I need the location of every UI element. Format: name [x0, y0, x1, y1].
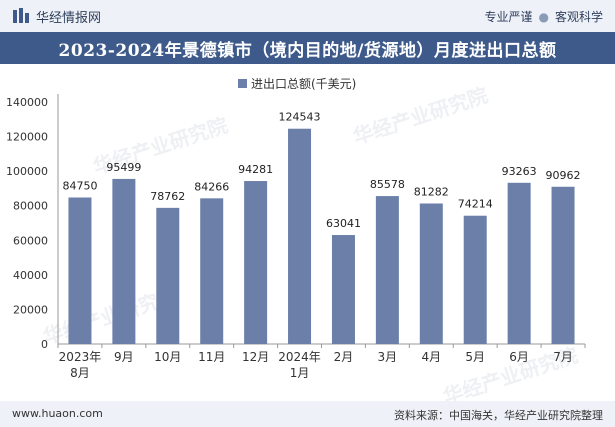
- bar: [463, 215, 487, 344]
- data-label: 84266: [194, 180, 229, 193]
- x-tick-label: 2023年 8月: [59, 350, 102, 380]
- top-bar: 华经情报网 专业严谨 ● 客观科学: [0, 0, 615, 32]
- data-label: 81282: [414, 185, 449, 198]
- x-tick-label: 11月: [198, 350, 225, 364]
- tagline: 专业严谨 ● 客观科学: [484, 8, 603, 25]
- y-tick-label: 60000: [13, 234, 48, 247]
- x-tick-label: 2月: [334, 350, 354, 364]
- x-tick-label: 7月: [553, 350, 573, 364]
- bar: [551, 186, 575, 344]
- y-tick-label: 80000: [13, 200, 48, 213]
- bar: [331, 235, 355, 344]
- data-label: 90962: [546, 169, 581, 182]
- x-tick-label: 4月: [421, 350, 441, 364]
- footer-source: 资料来源：中国海关，华经产业研究院整理: [394, 409, 603, 422]
- bar-chart: 进出口总额(千美元) 0 20000 40000 60000 80000 100000 120…: [6, 77, 586, 380]
- y-tick-label: 100000: [6, 165, 48, 178]
- bar: [200, 198, 224, 344]
- data-label: 84750: [62, 180, 97, 193]
- huajing-logo-icon: [13, 8, 29, 23]
- brand-name: 华经情报网: [36, 10, 102, 26]
- tagline-objective: 客观科学: [554, 10, 603, 24]
- y-tick-label: 20000: [13, 303, 48, 316]
- tagline-professional: 专业严谨: [484, 10, 533, 24]
- data-label: 63041: [326, 217, 361, 230]
- footer: www.huaon.com 资料来源：中国海关，华经产业研究院整理: [0, 401, 615, 427]
- y-tick-label: 120000: [6, 131, 48, 144]
- data-label: 78762: [150, 190, 185, 203]
- data-label: 124543: [279, 111, 321, 124]
- x-tick-label: 2024年 1月: [278, 350, 321, 380]
- x-tick-label: 6月: [509, 350, 529, 364]
- x-tick-label: 10月: [154, 350, 181, 364]
- legend-swatch: [238, 79, 247, 88]
- data-label: 95499: [106, 161, 141, 174]
- x-tick-label: 5月: [465, 350, 485, 364]
- x-tick-label: 12月: [242, 350, 269, 364]
- bar: [68, 197, 92, 344]
- bar: [375, 196, 399, 344]
- y-tick-label: 40000: [13, 269, 48, 282]
- bar: [507, 182, 531, 344]
- brand: 华经情报网: [12, 7, 102, 26]
- bar: [112, 178, 136, 344]
- bar: [156, 207, 180, 344]
- x-tick-label: 9月: [114, 350, 134, 364]
- data-label: 74214: [458, 198, 493, 211]
- y-tick-label: 140000: [6, 96, 48, 109]
- tagline-separator: ●: [538, 9, 549, 24]
- bar: [244, 181, 268, 344]
- y-tick-label: 0: [41, 338, 48, 351]
- data-label: 94281: [238, 163, 273, 176]
- bar: [419, 203, 443, 344]
- data-label: 93263: [502, 165, 537, 178]
- footer-site-link[interactable]: www.huaon.com: [12, 407, 103, 420]
- x-tick-label: 3月: [378, 350, 398, 364]
- data-label: 85578: [370, 178, 405, 191]
- legend-label: 进出口总额(千美元): [251, 77, 356, 91]
- bar: [288, 128, 312, 344]
- chart-title: 2023-2024年景德镇市（境内目的地/货源地）月度进出口总额: [0, 32, 615, 64]
